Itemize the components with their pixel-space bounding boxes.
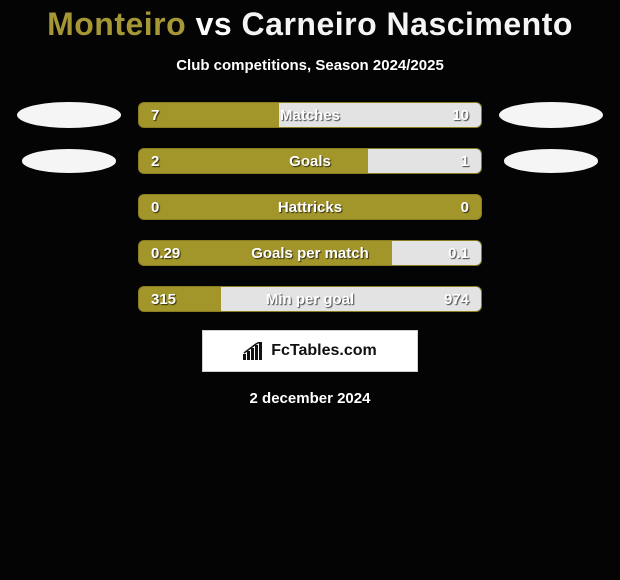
player-avatar-right	[499, 102, 603, 128]
stat-row: Min per goal315974	[0, 286, 620, 312]
player-avatar-left	[17, 102, 121, 128]
stat-bar: Goals per match0.290.1	[138, 240, 482, 266]
stat-value-right: 1	[449, 149, 481, 173]
stat-bar: Hattricks00	[138, 194, 482, 220]
stat-row: Hattricks00	[0, 194, 620, 220]
bars-chart-icon	[243, 342, 265, 360]
stat-value-left: 7	[139, 103, 171, 127]
stats-rows: Matches710Goals21Hattricks00Goals per ma…	[0, 102, 620, 312]
player-avatar-left	[22, 149, 116, 172]
stat-bar: Goals21	[138, 148, 482, 174]
stat-value-right: 0	[449, 195, 481, 219]
bar-fill-left	[139, 195, 481, 219]
avatar-slot-left	[0, 149, 138, 172]
stat-value-left: 0.29	[139, 241, 192, 265]
comparison-card: Monteiro vs Carneiro Nascimento Club com…	[0, 0, 620, 580]
stat-row: Matches710	[0, 102, 620, 128]
stat-bar: Matches710	[138, 102, 482, 128]
stat-value-left: 315	[139, 287, 188, 311]
stat-value-right: 0.1	[436, 241, 481, 265]
stat-value-left: 0	[139, 195, 171, 219]
page-title: Monteiro vs Carneiro Nascimento	[0, 0, 620, 43]
avatar-slot-right	[482, 102, 620, 128]
stat-row: Goals21	[0, 148, 620, 174]
title-left-player: Monteiro	[47, 6, 186, 42]
stat-value-left: 2	[139, 149, 171, 173]
avatar-slot-right	[482, 149, 620, 172]
subtitle: Club competitions, Season 2024/2025	[0, 57, 620, 74]
title-right-player: Carneiro Nascimento	[242, 6, 573, 42]
logo-badge: FcTables.com	[202, 330, 418, 372]
player-avatar-right	[504, 149, 598, 172]
logo-text: FcTables.com	[271, 342, 377, 360]
stat-row: Goals per match0.290.1	[0, 240, 620, 266]
date-label: 2 december 2024	[0, 390, 620, 407]
title-vs: vs	[196, 6, 233, 42]
stat-value-right: 10	[440, 103, 481, 127]
stat-value-right: 974	[432, 287, 481, 311]
stat-bar: Min per goal315974	[138, 286, 482, 312]
bar-fill-left	[139, 149, 368, 173]
avatar-slot-left	[0, 102, 138, 128]
